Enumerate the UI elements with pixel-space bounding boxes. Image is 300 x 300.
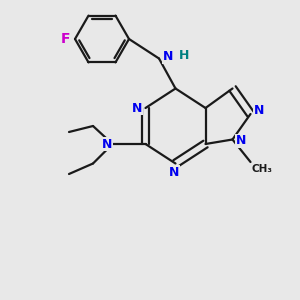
Text: N: N — [236, 134, 246, 148]
Text: N: N — [132, 101, 142, 115]
Text: H: H — [179, 49, 190, 62]
Text: N: N — [163, 50, 173, 64]
Text: N: N — [254, 104, 264, 118]
Text: N: N — [169, 166, 179, 179]
Text: CH₃: CH₃ — [252, 164, 273, 173]
Text: F: F — [61, 32, 70, 46]
Text: N: N — [102, 137, 112, 151]
